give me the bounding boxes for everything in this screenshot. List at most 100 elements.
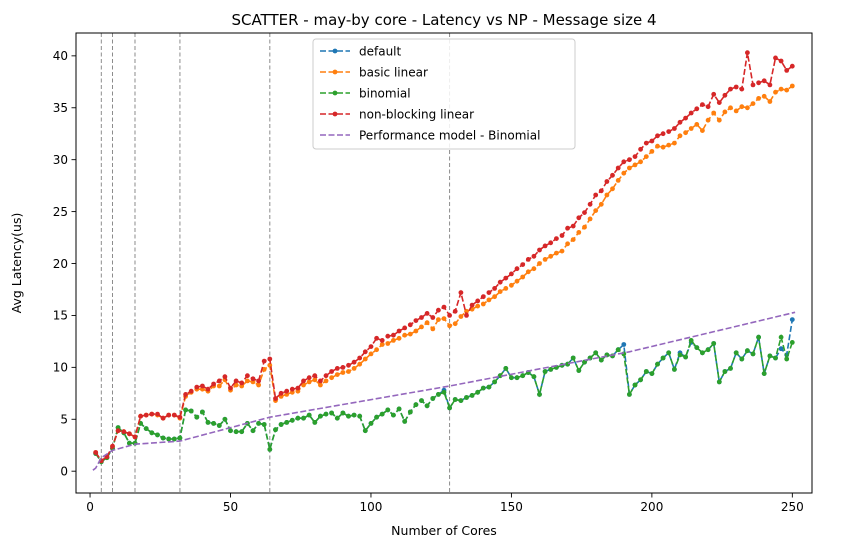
series-3-point-14 — [171, 412, 177, 418]
y-tick-label-20: 20 — [53, 257, 68, 271]
series-2-point-106 — [688, 338, 694, 343]
series-1-point-47 — [357, 361, 363, 367]
series-2-point-14 — [171, 436, 177, 442]
series-1-point-111 — [716, 117, 722, 123]
series-3-point-5 — [121, 429, 127, 435]
series-2-point-73 — [503, 366, 509, 371]
series-3-point-39 — [312, 373, 318, 379]
series-3-point-83 — [559, 233, 565, 238]
series-3-point-67 — [469, 302, 475, 308]
series-2-point-26 — [239, 429, 245, 435]
legend-marker-2 — [332, 90, 338, 96]
series-2-point-79 — [537, 392, 542, 397]
series-2-point-87 — [582, 359, 587, 365]
series-1-point-43 — [334, 372, 340, 377]
series-1-point-41 — [323, 378, 329, 384]
x-tick-label-50: 50 — [223, 500, 238, 514]
series-1-point-112 — [722, 109, 728, 115]
series-2-point-53 — [391, 412, 396, 418]
series-2 — [93, 334, 795, 465]
series-2-point-113 — [728, 366, 733, 371]
series-3-point-50 — [374, 335, 379, 341]
series-3-point-105 — [683, 115, 688, 121]
legend-marker-1 — [332, 69, 338, 75]
series-3-point-11 — [155, 411, 160, 417]
series-3-point-117 — [750, 82, 756, 88]
series-2-point-10 — [149, 430, 155, 436]
series-1-point-83 — [559, 248, 565, 254]
series-2-point-52 — [385, 407, 391, 413]
series-1-point-72 — [497, 289, 503, 294]
series-1-point-99 — [649, 149, 655, 154]
series-3-point-95 — [627, 157, 632, 163]
series-3-point-89 — [593, 192, 599, 198]
series-3-point-70 — [486, 290, 492, 295]
series-2-point-33 — [278, 422, 284, 427]
x-axis-label: Number of Cores — [391, 523, 497, 538]
series-2-point-99 — [649, 371, 655, 376]
series-1-point-46 — [351, 366, 357, 371]
series-3-point-20 — [205, 386, 211, 392]
x-axis-ticks: 0 50 100 150 200 250 — [86, 493, 804, 514]
series-1-point-109 — [705, 117, 711, 123]
legend-label-4: Performance model - Binomial — [359, 128, 540, 142]
series-2-point-67 — [469, 393, 475, 398]
series-0-point-122 — [778, 346, 784, 352]
series-3-point-60 — [430, 315, 436, 320]
series-3-point-21 — [211, 381, 217, 387]
series-1-point-124 — [789, 83, 795, 89]
series-1-point-115 — [739, 104, 745, 110]
series-1-point-121 — [773, 89, 778, 95]
series-3-point-113 — [728, 86, 733, 92]
series-2-point-123 — [784, 356, 790, 362]
series-2-point-112 — [722, 369, 728, 374]
series-3-point-64 — [452, 308, 458, 314]
series-2-point-48 — [362, 428, 368, 434]
series-1-point-107 — [694, 122, 700, 127]
series-2-point-43 — [334, 415, 340, 421]
series-2-point-50 — [374, 414, 379, 420]
series-1-point-89 — [593, 208, 599, 214]
series-1-point-118 — [756, 96, 761, 101]
series-2-point-44 — [340, 410, 346, 416]
legend-label-1: basic linear — [359, 65, 428, 79]
series-1-point-51 — [379, 342, 385, 347]
series-1-point-54 — [396, 335, 402, 341]
series-1-point-70 — [486, 297, 492, 303]
series-1-point-63 — [447, 323, 452, 329]
x-tick-label-250: 250 — [781, 500, 804, 514]
series-2-point-46 — [351, 412, 357, 418]
series-2-point-110 — [711, 341, 717, 346]
series-2-point-57 — [413, 402, 419, 408]
series-3-point-40 — [318, 378, 323, 384]
series-1-point-102 — [666, 142, 672, 148]
series-2-point-68 — [475, 389, 481, 395]
series-1-point-53 — [391, 338, 396, 343]
series-3-point-38 — [306, 375, 312, 381]
series-3-point-12 — [160, 415, 166, 421]
series-3-point-96 — [632, 154, 638, 160]
y-tick-label-10: 10 — [53, 361, 68, 375]
series-2-point-95 — [627, 392, 632, 397]
series-3-point-48 — [362, 349, 368, 355]
series-3-point-119 — [761, 78, 767, 84]
series-2-point-69 — [480, 385, 486, 391]
series-2-point-119 — [761, 371, 767, 376]
series-3-point-62 — [441, 304, 447, 310]
series-2-point-61 — [436, 392, 441, 397]
series-layer — [92, 50, 796, 471]
series-1-point-29 — [256, 382, 261, 388]
series-2-point-63 — [447, 405, 452, 411]
chart-title: SCATTER - may-by core - Latency vs NP - … — [231, 11, 656, 29]
y-tick-label-5: 5 — [60, 413, 68, 427]
series-1-point-82 — [554, 250, 559, 256]
series-3-point-29 — [256, 378, 261, 384]
series-2-point-37 — [301, 415, 306, 421]
series-2-point-18 — [194, 414, 200, 420]
series-2-point-45 — [346, 413, 351, 419]
series-2-point-16 — [183, 407, 189, 413]
series-3-point-122 — [778, 58, 784, 64]
series-1-point-65 — [458, 314, 464, 319]
